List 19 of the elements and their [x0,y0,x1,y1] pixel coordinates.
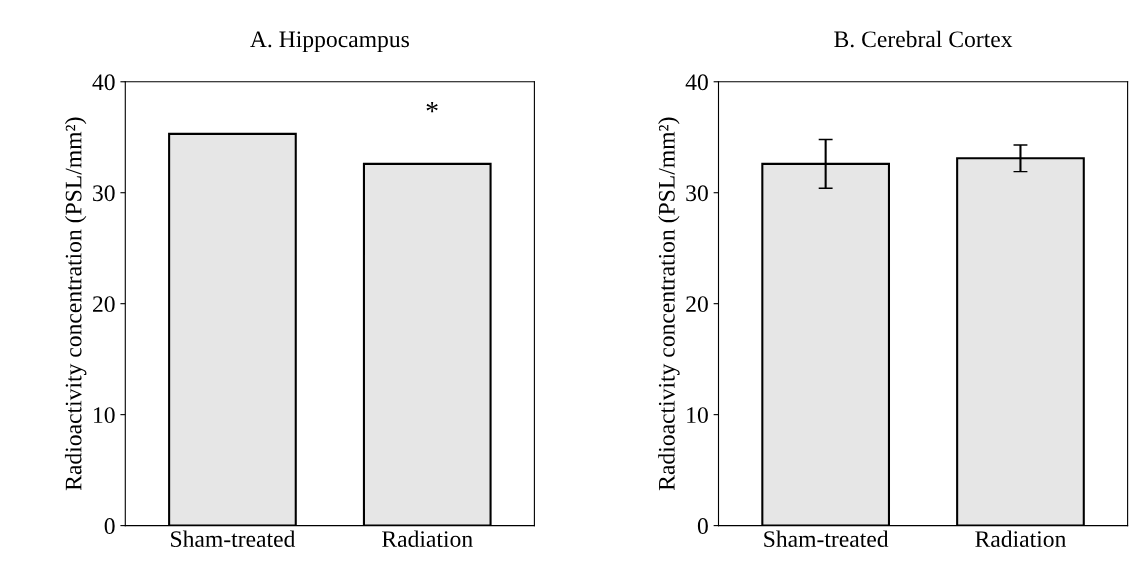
annotation: * [426,102,438,113]
y-tick-label: 20 [686,296,708,313]
x-tick-label: Sham-treated [764,530,889,548]
y-tick-label: 0 [104,518,115,535]
y-tick-label: 40 [92,74,115,91]
y-axis-title: Radioactivity concentration (PSL/mm²) [658,117,680,491]
chart-title: A. Hippocampus [250,31,409,53]
y-tick-label: 20 [92,296,115,313]
x-tick-label: Radiation [382,530,473,548]
y-tick-label: 0 [697,518,708,535]
y-axis-title: Radioactivity concentration (PSL/mm²) [64,117,87,491]
y-tick-label: 40 [685,74,708,91]
x-tick-label: Sham-treated [171,530,296,548]
y-tick-label: 10 [687,407,708,424]
y-tick-label: 10 [94,407,115,424]
y-tick-label: 30 [93,185,115,202]
chart-title: B. Cerebral Cortex [834,30,1013,48]
x-tick-label: Radiation [975,530,1067,548]
y-tick-label: 30 [686,185,708,202]
